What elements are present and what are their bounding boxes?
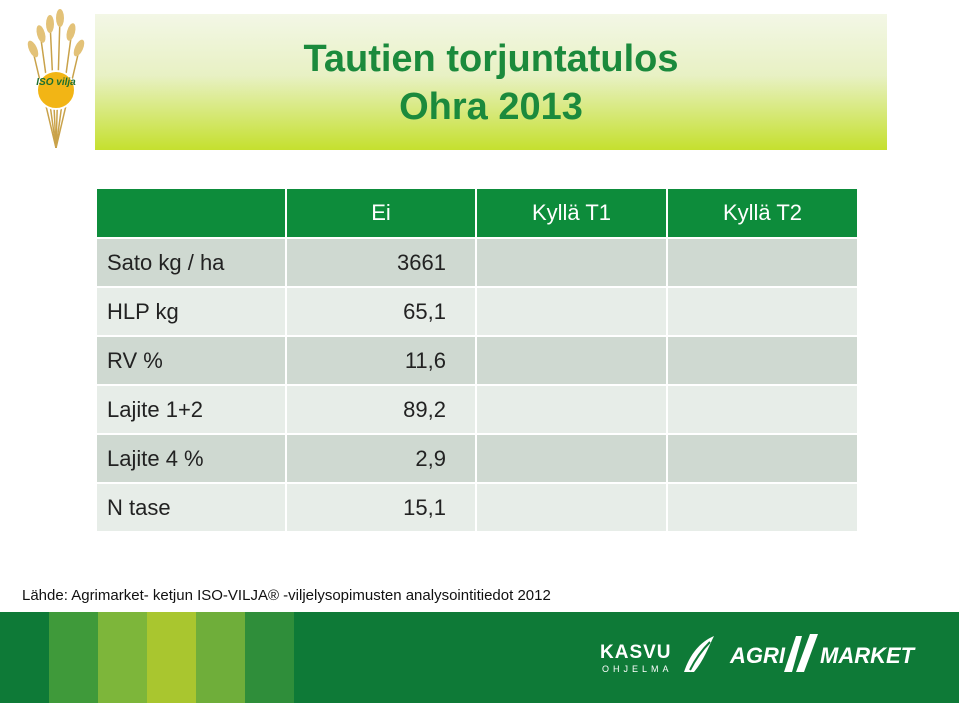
cell-ei: 2,9 (285, 433, 477, 484)
page-title: Tautien torjuntatulos (303, 38, 679, 80)
kasvu-ohjelma-logo: KASVU OHJELMA (600, 630, 720, 682)
table-row: HLP kg 65,1 (95, 286, 859, 337)
footer-stripe (49, 612, 98, 703)
footer-stripe (98, 612, 147, 703)
iso-vilja-wheat-logo-icon (27, 9, 85, 149)
kasvu-sub: OHJELMA (602, 664, 673, 674)
cell-t2 (666, 286, 859, 337)
cell-ei-value: 3661 (397, 249, 446, 275)
cell-ei: 11,6 (285, 335, 477, 386)
market-word: MARKET (820, 643, 915, 668)
agrimarket-wings-icon (784, 634, 818, 672)
cell-t2 (666, 433, 859, 484)
header-kylla-t2: Kyllä T2 (666, 187, 859, 239)
table-row: Sato kg / ha 3661 (95, 237, 859, 288)
agri-word: AGRI (730, 643, 785, 668)
page-subtitle: Ohra 2013 (399, 86, 583, 128)
cell-ei: 15,1 (285, 482, 477, 533)
cell-ei-value: 11,6 (404, 347, 446, 373)
header-empty-cell (95, 187, 287, 239)
cell-t1 (475, 335, 668, 386)
footer-stripe (196, 612, 245, 703)
footer-stripe (147, 612, 196, 703)
cell-ei-value: 2,9 (415, 445, 446, 471)
row-label: HLP kg (95, 286, 287, 337)
cell-ei-value: 89,2 (403, 396, 446, 422)
footer-stripe (0, 612, 49, 703)
footer-bar: KASVU OHJELMA AGRI MARKET (0, 612, 959, 703)
results-table: Ei Kyllä T1 Kyllä T2 Sato kg / ha 3661 H… (95, 187, 859, 533)
title-banner: Tautien torjuntatulos Ohra 2013 (95, 14, 887, 150)
cell-t2 (666, 384, 859, 435)
cell-ei-value: 65,1 (403, 298, 446, 324)
table-row: N tase 15,1 (95, 482, 859, 533)
kasvu-word: KASVU (600, 642, 672, 663)
cell-t2 (666, 335, 859, 386)
row-label: Lajite 4 % (95, 433, 287, 484)
cell-t1 (475, 384, 668, 435)
source-note: Lähde: Agrimarket- ketjun ISO-VILJA® -vi… (22, 587, 551, 604)
agrimarket-logo: AGRI MARKET (728, 630, 918, 682)
cell-ei: 89,2 (285, 384, 477, 435)
header-ei: Ei (285, 187, 477, 239)
header-kylla-t1: Kyllä T1 (475, 187, 668, 239)
footer-stripe (245, 612, 294, 703)
table-header-row: Ei Kyllä T1 Kyllä T2 (95, 187, 859, 239)
table-row: Lajite 1+2 89,2 (95, 384, 859, 435)
iso-vilja-logo: ISO vilja (20, 2, 92, 149)
row-label: RV % (95, 335, 287, 386)
logo-text: ISO vilja (36, 77, 76, 88)
table-row: Lajite 4 % 2,9 (95, 433, 859, 484)
cell-t1 (475, 482, 668, 533)
cell-t1 (475, 433, 668, 484)
row-label: N tase (95, 482, 287, 533)
row-label: Lajite 1+2 (95, 384, 287, 435)
row-label: Sato kg / ha (95, 237, 287, 288)
cell-ei-value: 15,1 (403, 494, 446, 520)
cell-ei: 3661 (285, 237, 477, 288)
table-row: RV % 11,6 (95, 335, 859, 386)
cell-t2 (666, 237, 859, 288)
cell-ei: 65,1 (285, 286, 477, 337)
cell-t1 (475, 237, 668, 288)
cell-t1 (475, 286, 668, 337)
kasvu-leaf-icon (684, 636, 714, 672)
cell-t2 (666, 482, 859, 533)
